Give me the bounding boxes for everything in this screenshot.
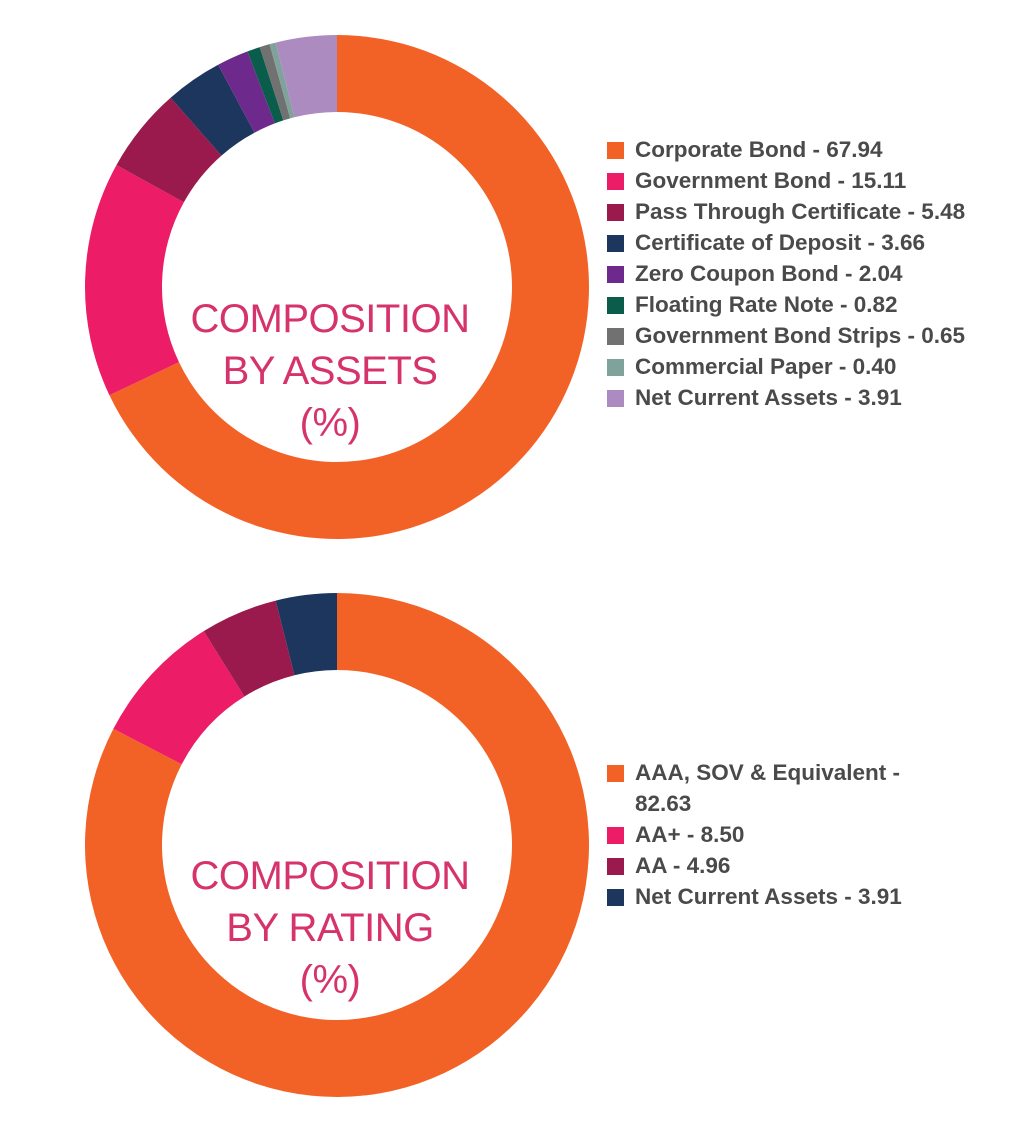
legend-swatch [607,858,624,875]
legend-swatch [607,173,624,190]
legend-swatch [607,297,624,314]
legend-item-commercial-paper: Commercial Paper - 0.40 [607,351,965,382]
legend-item-floating-rate-note: Floating Rate Note - 0.82 [607,289,965,320]
legend-swatch [607,827,624,844]
assets-title-line-2: BY ASSETS [222,349,438,393]
legend-label: Net Current Assets - 3.91 [635,884,902,909]
legend-swatch [607,328,624,345]
assets-title-line-1: COMPOSITION [190,297,470,341]
slice-net-current-assets [275,593,337,676]
slice-aa [113,631,245,765]
legend-label: Zero Coupon Bond - 2.04 [635,261,903,286]
assets-title-line-3: (%) [299,401,361,445]
slice-floating-rate-note [247,47,284,124]
legend-swatch [607,142,624,159]
legend-label: Commercial Paper - 0.40 [635,354,897,379]
legend-item-certificate-of-deposit: Certificate of Deposit - 3.66 [607,227,965,258]
composition-by-assets-chart: COMPOSITION BY ASSETS (%) Corporate Bond… [0,0,1035,560]
legend-item-corporate-bond: Corporate Bond - 67.94 [607,134,965,165]
rating-title-line-1: COMPOSITION [190,854,470,898]
slice-government-bond-strips [259,44,291,121]
legend-label: Pass Through Certificate - 5.48 [635,199,966,224]
assets-donut-center-title: COMPOSITION BY ASSETS (%) [180,293,480,449]
rating-title-line-3: (%) [299,958,361,1002]
legend-label: Corporate Bond - 67.94 [635,137,883,162]
legend-label: Net Current Assets - 3.91 [635,385,902,410]
slice-aaa-sov-equivalent [85,593,590,1097]
legend-item-government-bond-strips: Government Bond Strips - 0.65 [607,320,965,351]
legend-swatch [607,359,624,376]
legend-item-aaa-sov-equivalent: AAA, SOV & Equivalent - 82.63 [607,757,947,819]
rating-donut-center-title: COMPOSITION BY RATING (%) [180,850,480,1006]
legend-swatch [607,765,624,782]
assets-donut [84,35,589,539]
legend-label: Government Bond - 15.11 [635,168,907,193]
slice-pass-through-certificate [116,97,222,203]
legend-item-aa: AA+ - 8.50 [607,819,947,850]
rating-title-line-2: BY RATING [226,906,434,950]
legend-item-government-bond: Government Bond - 15.11 [607,165,965,196]
legend-label: AA - 4.96 [635,853,731,878]
legend-label: AAA, SOV & Equivalent - 82.63 [635,760,901,816]
assets-legend: Corporate Bond - 67.94 Government Bond - … [607,134,965,413]
legend-label: Certificate of Deposit - 3.66 [635,230,926,255]
legend-swatch [607,266,624,283]
slice-zero-coupon-bond [218,51,275,133]
legend-swatch [607,204,624,221]
legend-item-pass-through-certificate: Pass Through Certificate - 5.48 [607,196,965,227]
slice-net-current-assets [275,35,337,118]
legend-swatch [607,889,624,906]
rating-legend: AAA, SOV & Equivalent - 82.63 AA+ - 8.50 A… [607,757,947,912]
composition-by-rating-chart: COMPOSITION BY RATING (%) AAA, SOV & Equ… [0,560,1035,1135]
slice-government-bond [84,165,184,396]
legend-label: AA+ - 8.50 [635,822,745,847]
slice-aa [203,600,295,697]
legend-swatch [607,235,624,252]
legend-item-net-current-assets: Net Current Assets - 3.91 [607,881,947,912]
slice-certificate-of-deposit [170,64,255,156]
legend-item-zero-coupon-bond: Zero Coupon Bond - 2.04 [607,258,965,289]
rating-donut [85,593,590,1097]
slice-commercial-paper [269,42,295,119]
slice-corporate-bond [109,35,589,539]
legend-item-net-current-assets: Net Current Assets - 3.91 [607,382,965,413]
legend-label: Government Bond Strips - 0.65 [635,323,966,348]
legend-swatch [607,390,624,407]
legend-item-aa: AA - 4.96 [607,850,947,881]
legend-label: Floating Rate Note - 0.82 [635,292,898,317]
